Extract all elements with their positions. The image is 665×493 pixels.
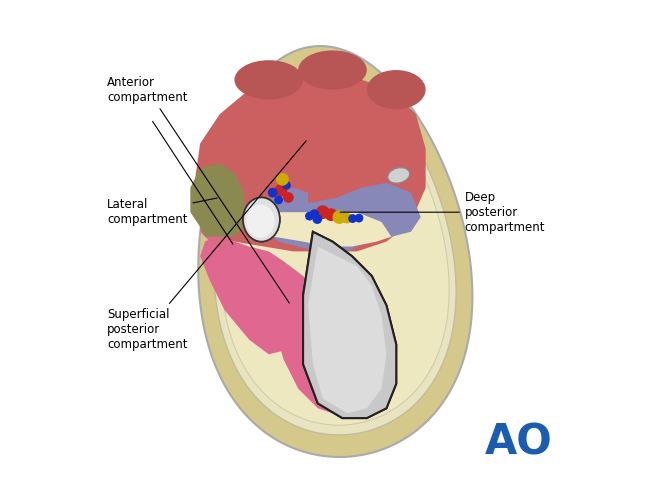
Circle shape xyxy=(313,214,323,224)
Text: Deep
posterior
compartment: Deep posterior compartment xyxy=(340,191,545,234)
Circle shape xyxy=(341,212,352,223)
Ellipse shape xyxy=(246,204,275,238)
Circle shape xyxy=(309,209,319,219)
Circle shape xyxy=(348,214,357,223)
Text: Lateral
compartment: Lateral compartment xyxy=(107,198,217,226)
Polygon shape xyxy=(200,237,313,354)
Polygon shape xyxy=(303,232,396,418)
Ellipse shape xyxy=(298,50,367,90)
Polygon shape xyxy=(200,212,229,251)
Polygon shape xyxy=(221,78,449,425)
Polygon shape xyxy=(308,246,386,413)
Polygon shape xyxy=(259,188,308,227)
Circle shape xyxy=(305,211,314,220)
Circle shape xyxy=(332,210,346,224)
Circle shape xyxy=(354,213,363,222)
Circle shape xyxy=(325,208,337,221)
Polygon shape xyxy=(308,246,386,413)
Ellipse shape xyxy=(367,70,426,109)
Polygon shape xyxy=(198,46,472,457)
Polygon shape xyxy=(259,183,421,251)
Ellipse shape xyxy=(388,168,410,183)
Polygon shape xyxy=(249,212,391,246)
Ellipse shape xyxy=(246,204,275,238)
Polygon shape xyxy=(196,75,426,251)
Circle shape xyxy=(268,188,277,198)
Circle shape xyxy=(275,184,287,197)
Circle shape xyxy=(283,192,294,203)
Polygon shape xyxy=(190,163,244,237)
Ellipse shape xyxy=(388,168,410,183)
Text: Superficial
posterior
compartment: Superficial posterior compartment xyxy=(107,141,306,352)
Text: Anterior
compartment: Anterior compartment xyxy=(107,75,289,303)
Ellipse shape xyxy=(235,60,303,100)
Polygon shape xyxy=(303,232,396,418)
Circle shape xyxy=(276,173,289,186)
Ellipse shape xyxy=(243,198,280,242)
Ellipse shape xyxy=(243,198,280,242)
Polygon shape xyxy=(214,68,456,435)
Circle shape xyxy=(274,196,283,204)
Circle shape xyxy=(282,181,291,190)
Circle shape xyxy=(316,205,330,219)
Polygon shape xyxy=(274,261,357,413)
Text: AO: AO xyxy=(485,422,553,463)
